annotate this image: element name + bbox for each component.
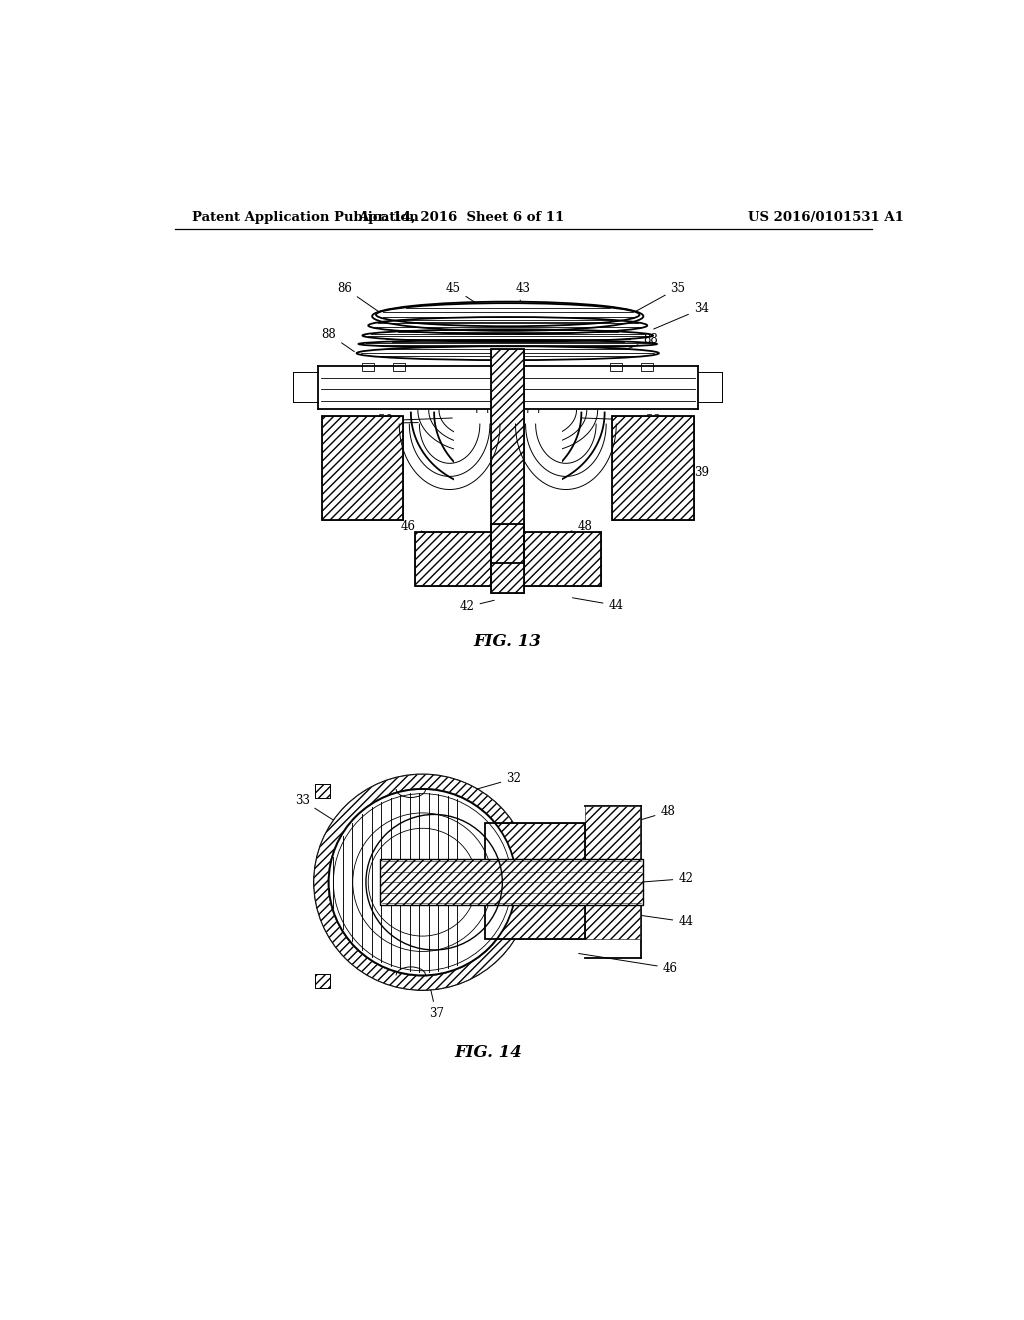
Bar [524,532,601,586]
Text: 45: 45 [445,281,492,313]
Bar [322,416,403,520]
Bar [314,784,331,797]
Bar [362,363,375,371]
Bar [473,866,643,899]
Ellipse shape [356,346,658,360]
Bar [393,363,406,371]
Bar [415,532,492,586]
Text: 32: 32 [444,772,521,799]
Text: US 2016/0101531 A1: US 2016/0101531 A1 [748,211,904,224]
Text: Patent Application Publication: Patent Application Publication [191,211,418,224]
Bar [492,524,524,594]
Bar [610,363,623,371]
Ellipse shape [358,341,657,348]
Text: 43: 43 [515,281,530,312]
Bar [473,866,643,899]
Text: 46: 46 [579,953,678,974]
Bar [415,532,492,586]
Text: 48: 48 [543,520,592,540]
Bar [380,859,643,906]
Bar [492,524,524,594]
Ellipse shape [372,301,643,331]
Circle shape [314,775,531,990]
Bar [314,974,331,987]
Circle shape [329,789,516,975]
Text: 50: 50 [322,913,487,927]
Bar [484,899,586,940]
Bar [612,416,693,520]
Ellipse shape [362,330,653,342]
Text: 48: 48 [582,805,675,837]
Text: 43: 43 [334,869,492,882]
Text: FIG. 14: FIG. 14 [455,1044,522,1061]
Text: 37: 37 [429,983,443,1020]
Bar [586,807,640,866]
Bar [492,348,524,562]
Ellipse shape [376,304,640,326]
Bar [641,363,653,371]
Text: Apr. 14, 2016  Sheet 6 of 11: Apr. 14, 2016 Sheet 6 of 11 [358,211,564,224]
Text: 88: 88 [611,333,658,355]
Bar [524,532,601,586]
Text: FIG. 13: FIG. 13 [474,634,542,651]
Bar [314,784,331,797]
Bar [380,859,643,906]
Text: 44: 44 [638,915,693,928]
Text: 50: 50 [378,414,453,428]
Text: 56: 56 [625,437,685,458]
Bar [612,416,693,520]
Bar [322,416,403,520]
Text: 42: 42 [460,601,495,614]
Ellipse shape [369,317,647,334]
Text: 88: 88 [322,327,354,351]
Text: 54: 54 [352,417,418,430]
Text: 35: 35 [627,281,685,317]
Bar [484,822,586,866]
Text: 52: 52 [582,414,660,428]
Text: 44: 44 [572,598,624,612]
Text: 52: 52 [334,822,492,850]
Bar [314,974,331,987]
Bar [492,348,524,562]
Text: 42: 42 [642,873,693,886]
Text: 34: 34 [653,302,709,329]
Bar [484,822,586,866]
Bar [586,899,640,940]
Text: 86: 86 [337,281,385,317]
Bar [454,412,562,524]
Bar [484,899,586,940]
Text: 33: 33 [295,793,362,838]
Text: 47: 47 [328,899,487,911]
Text: 39: 39 [648,466,709,487]
Text: 46: 46 [400,520,450,540]
